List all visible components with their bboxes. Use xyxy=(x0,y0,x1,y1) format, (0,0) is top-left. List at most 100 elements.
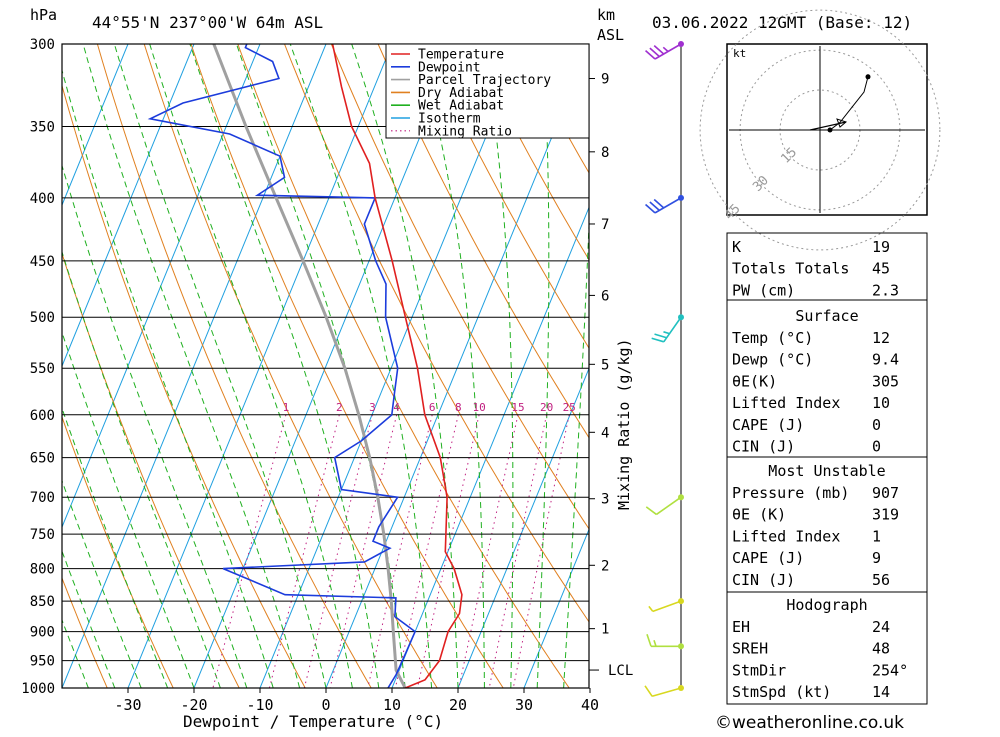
height-tick-label: 1 xyxy=(601,622,609,638)
wind-barb xyxy=(646,41,684,59)
pressure-tick-label: 950 xyxy=(30,654,55,670)
wind-barb xyxy=(649,598,684,611)
mixing-ratio-label: 8 xyxy=(455,401,462,414)
mixing-ratio-line xyxy=(489,415,546,688)
table-row-label: SREH xyxy=(732,640,768,658)
credit: ©weatheronline.co.uk xyxy=(715,713,904,733)
mixing-ratio-label: 2 xyxy=(336,401,343,414)
table-row-value: 12 xyxy=(872,329,890,347)
mixing-ratio-label: 25 xyxy=(563,401,576,414)
wind-barb xyxy=(652,314,684,342)
table-row-value: 24 xyxy=(872,618,890,636)
wet-adiabat-line xyxy=(0,44,115,688)
dry-adiabat-line xyxy=(0,44,173,688)
isotherm-line xyxy=(260,44,524,688)
mixing-ratio-line xyxy=(395,415,458,688)
pressure-tick-label: 400 xyxy=(30,191,55,207)
pressure-tick-label: 550 xyxy=(30,361,55,377)
table-row-value: 0 xyxy=(872,416,881,434)
isotherm-line xyxy=(128,44,392,688)
dry-adiabat-line xyxy=(191,44,503,688)
pressure-tick-label: 300 xyxy=(30,37,55,53)
wet-adiabat-line xyxy=(0,44,141,688)
mixing-ratio-label: 6 xyxy=(429,401,436,414)
table-row-value: 45 xyxy=(872,260,890,278)
dry-adiabat-line xyxy=(986,44,1000,688)
mixing-ratio-label: 3 xyxy=(369,401,376,414)
dry-adiabat-line xyxy=(238,44,569,688)
pressure-tick-label: 700 xyxy=(30,490,55,506)
pressure-tick-label: 850 xyxy=(30,594,55,610)
table-row-value: 10 xyxy=(872,394,890,412)
isotherm-line xyxy=(194,44,458,688)
wind-barb xyxy=(647,634,684,649)
legend-label: Mixing Ratio xyxy=(418,124,512,139)
table-row-value: 1 xyxy=(872,527,881,545)
table-row-label: CAPE (J) xyxy=(732,416,804,434)
mixing-ratio-label: 4 xyxy=(393,401,400,414)
table-row-label: Totals Totals xyxy=(732,260,849,278)
isotherm-line xyxy=(326,44,590,688)
table-row-label: StmDir xyxy=(732,661,786,679)
wind-barb xyxy=(646,195,684,213)
table-row-label: Temp (°C) xyxy=(732,329,813,347)
table-row-label: θE (K) xyxy=(732,506,786,524)
table-row-label: CIN (J) xyxy=(732,438,795,456)
table-row-value: 2.3 xyxy=(872,281,899,299)
dry-adiabat-line xyxy=(144,44,437,688)
table-row-label: Dewp (°C) xyxy=(732,351,813,369)
surface-table-title: Surface xyxy=(795,307,858,325)
height-tick-label: 9 xyxy=(601,72,609,88)
wet-adiabat-line xyxy=(190,44,379,688)
table-row-value: 0 xyxy=(872,438,881,456)
dry-adiabat-line xyxy=(331,44,701,688)
table-row-value: 19 xyxy=(872,238,890,256)
height-tick-label: 6 xyxy=(601,288,609,304)
table-row-label: CAPE (J) xyxy=(732,549,804,567)
pressure-tick-label: 500 xyxy=(30,310,55,326)
hodograph-table-title: Hodograph xyxy=(786,596,867,614)
pressure-tick-label: 900 xyxy=(30,625,55,641)
mixing-ratio-label: 20 xyxy=(540,401,553,414)
pressure-tick-label: 750 xyxy=(30,527,55,543)
sounding-profiles xyxy=(150,44,462,688)
height-tick-label: 8 xyxy=(601,145,609,161)
isotherm-line xyxy=(0,44,128,688)
location-title: 44°55'N 237°00'W 64m ASL xyxy=(92,13,323,32)
table-row-value: 305 xyxy=(872,372,899,390)
dry-adiabat-line xyxy=(378,44,767,688)
wind-barb xyxy=(645,685,684,696)
mixing-ratio-label: 10 xyxy=(472,401,485,414)
dry-adiabat-line xyxy=(940,44,1000,688)
table-row-label: StmSpd (kt) xyxy=(732,683,831,701)
wet-adiabat-line xyxy=(484,44,513,688)
wet-adiabat-line xyxy=(0,44,168,688)
table-row-label: Lifted Index xyxy=(732,527,840,545)
mixing-ratio-line xyxy=(269,415,339,688)
lcl-label: LCL xyxy=(608,663,633,679)
pressure-tick-label: 1000 xyxy=(21,681,55,697)
wet-adiabat-line xyxy=(418,44,484,688)
hodograph-endpoint xyxy=(866,74,871,79)
hodograph-marker xyxy=(828,128,833,133)
wet-adiabat-line xyxy=(237,44,406,688)
height-tick-label: 7 xyxy=(601,217,609,233)
wet-adiabat-line xyxy=(55,44,273,688)
most-unstable-table-title: Most Unstable xyxy=(768,462,885,480)
mixing-ratio-line xyxy=(459,415,518,688)
table-row-value: 907 xyxy=(872,484,899,502)
table-row-value: 14 xyxy=(872,683,890,701)
wind-barbs xyxy=(645,41,684,696)
pressure-labels: 3003504004505005506006507007508008509009… xyxy=(21,37,55,697)
temperature-tick-label: -30 xyxy=(114,696,141,714)
height-tick-label: 2 xyxy=(601,558,609,574)
mixing-ratio-label: 1 xyxy=(283,401,290,414)
table-row-value: 9.4 xyxy=(872,351,899,369)
table-row-label: K xyxy=(732,238,741,256)
height-tick-label: 4 xyxy=(601,425,609,441)
table-row-label: θE(K) xyxy=(732,372,777,390)
temperature-tick-label: 40 xyxy=(581,696,599,714)
